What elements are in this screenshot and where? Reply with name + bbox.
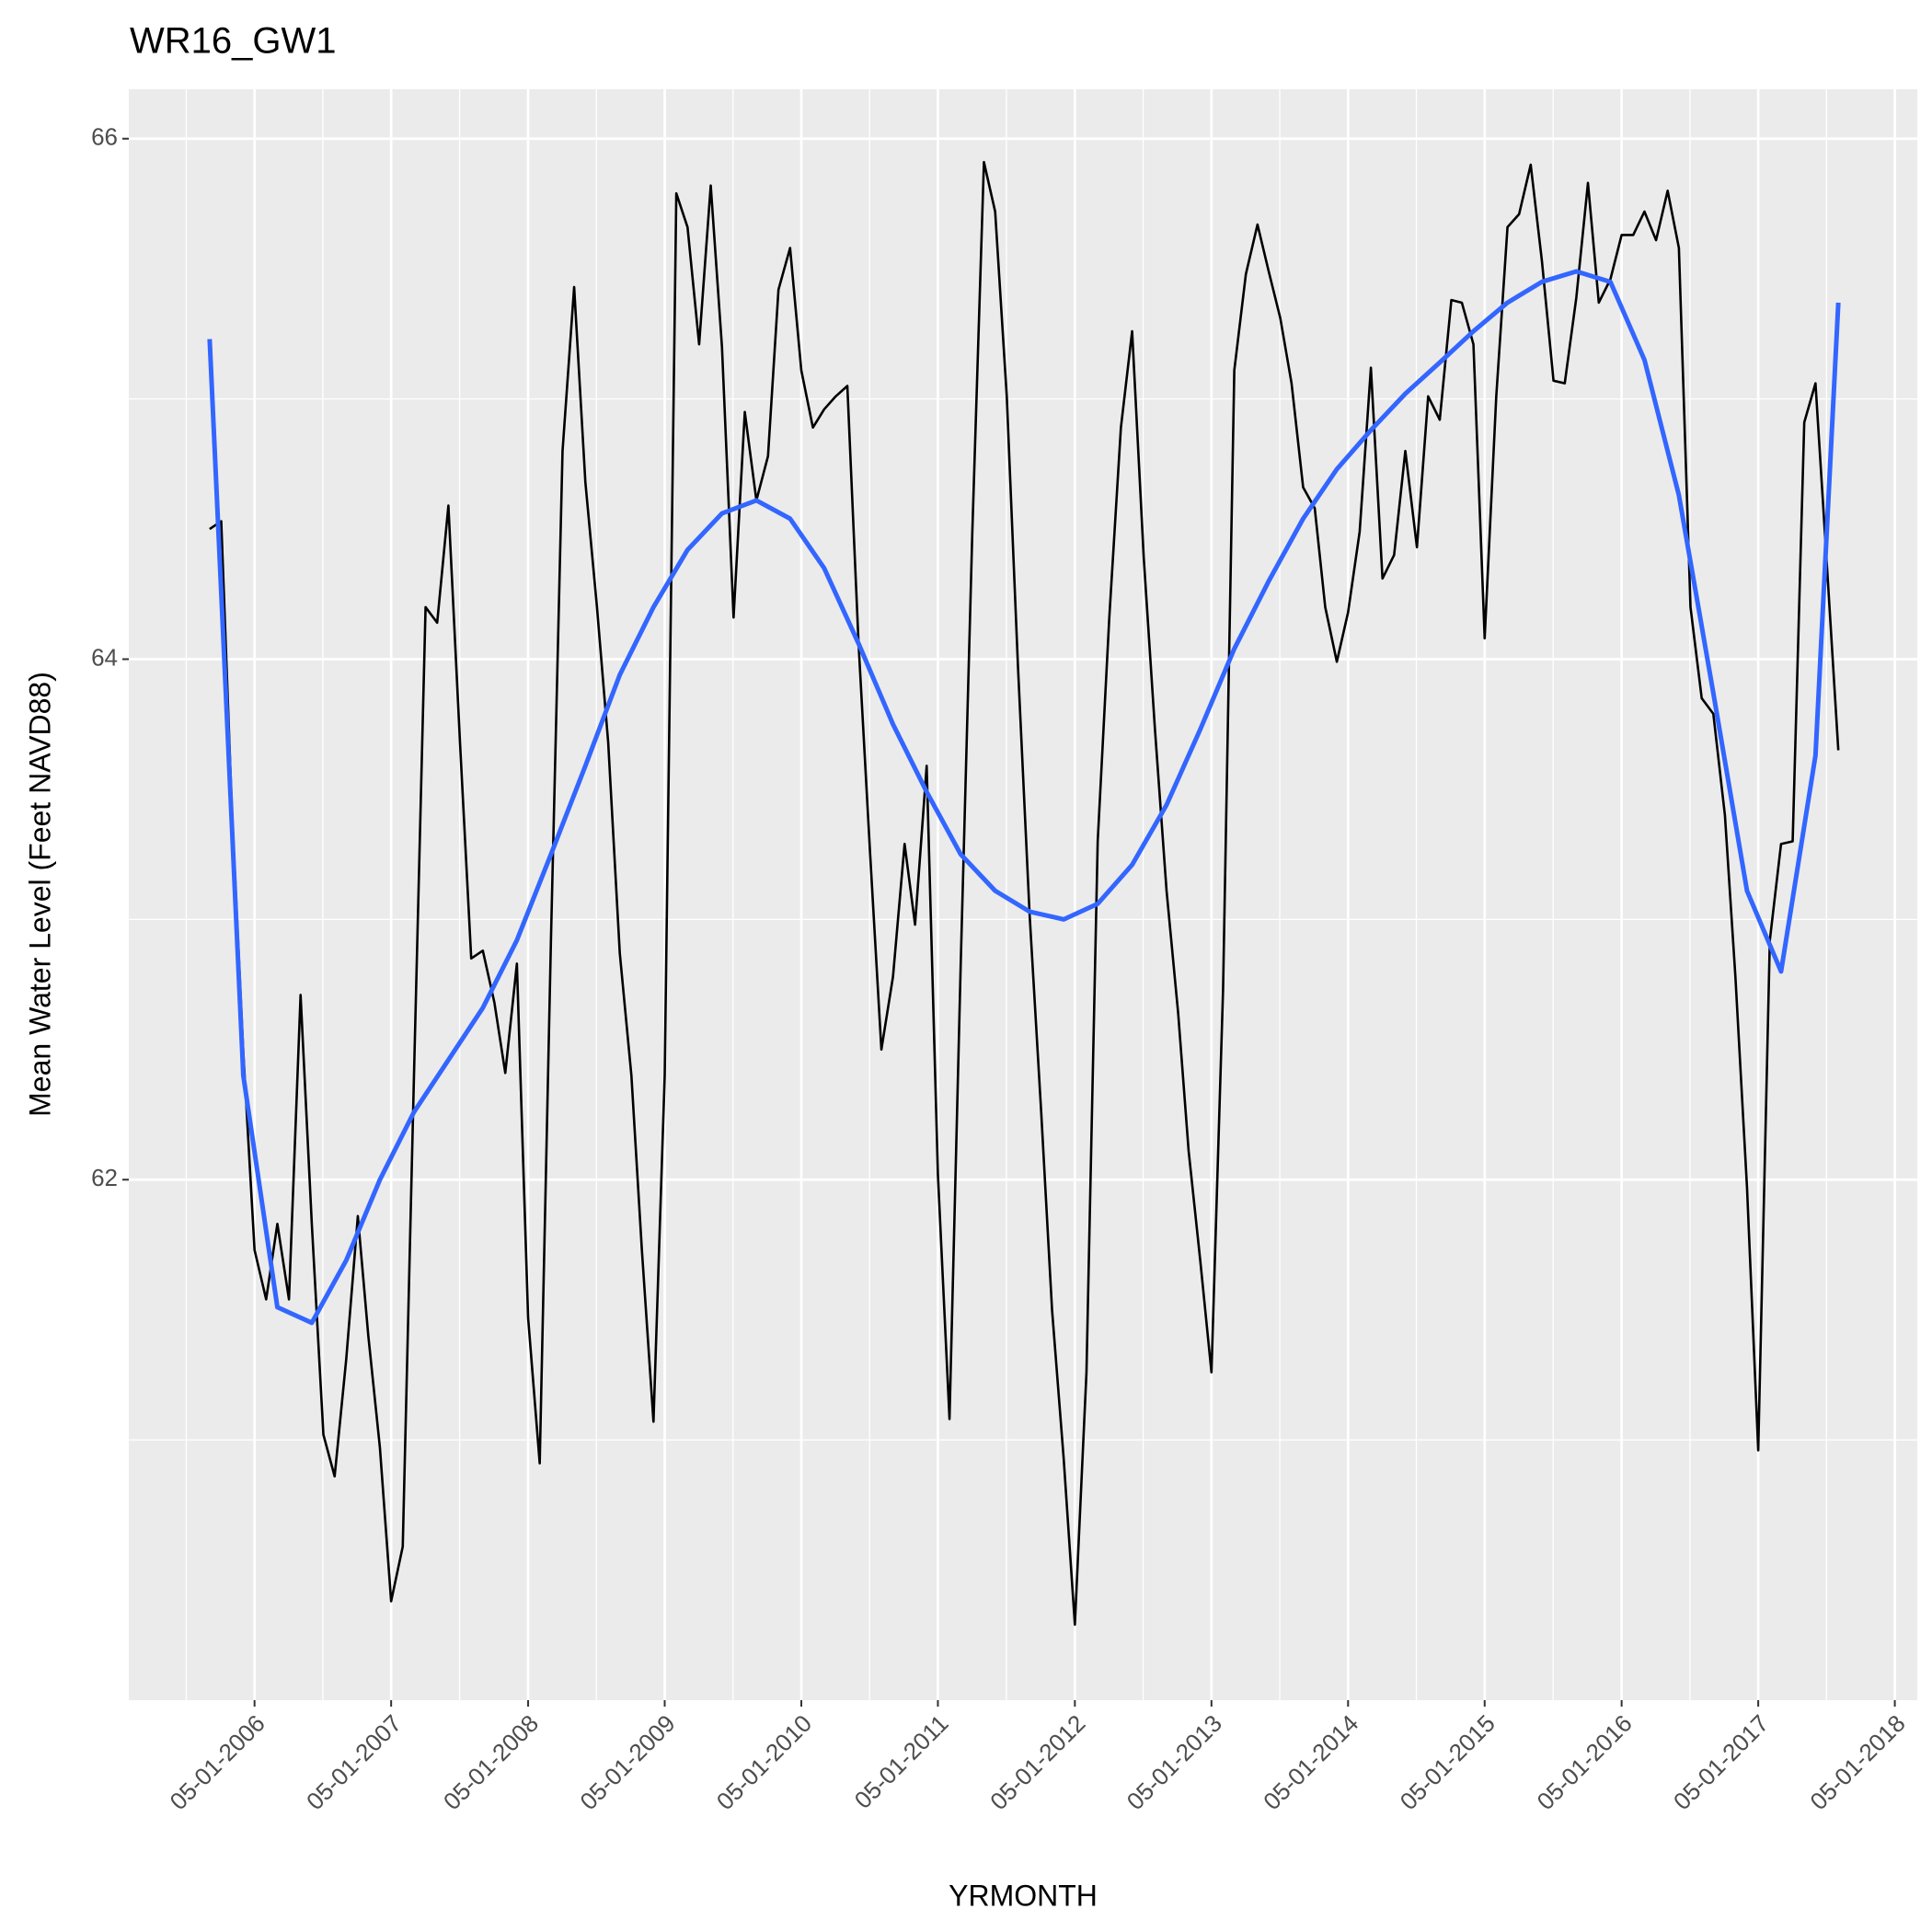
x-tick-label: 05-01-2014 — [1258, 1709, 1363, 1815]
x-tick-label: 05-01-2013 — [1121, 1709, 1227, 1815]
x-tick-label: 05-01-2011 — [849, 1709, 954, 1814]
chart-title: WR16_GW1 — [130, 21, 337, 62]
x-tick-label: 05-01-2010 — [711, 1709, 817, 1815]
x-tick-label: 05-01-2012 — [984, 1709, 1090, 1815]
y-tick-label: 62 — [91, 1164, 118, 1191]
x-tick-label: 05-01-2006 — [165, 1709, 270, 1815]
grid — [129, 89, 1917, 1700]
x-axis-title: YRMONTH — [949, 1879, 1098, 1912]
data-line — [209, 160, 1840, 1627]
plot-panel — [129, 89, 1917, 1700]
x-tick-label: 05-01-2016 — [1531, 1709, 1637, 1815]
y-axis-title: Mean Water Level (Feet NAVD88) — [23, 672, 56, 1117]
x-tick-label: 05-01-2017 — [1668, 1709, 1774, 1815]
y-tick-label: 66 — [91, 123, 118, 151]
smooth-line — [207, 269, 1841, 1326]
x-tick-label: 05-01-2015 — [1395, 1709, 1501, 1815]
y-tick-label: 64 — [91, 643, 118, 671]
x-tick-label: 05-01-2009 — [574, 1709, 680, 1815]
x-tick-label: 05-01-2007 — [301, 1709, 407, 1815]
x-tick-label: 05-01-2008 — [438, 1709, 544, 1815]
x-tick-label: 05-01-2018 — [1804, 1709, 1910, 1815]
